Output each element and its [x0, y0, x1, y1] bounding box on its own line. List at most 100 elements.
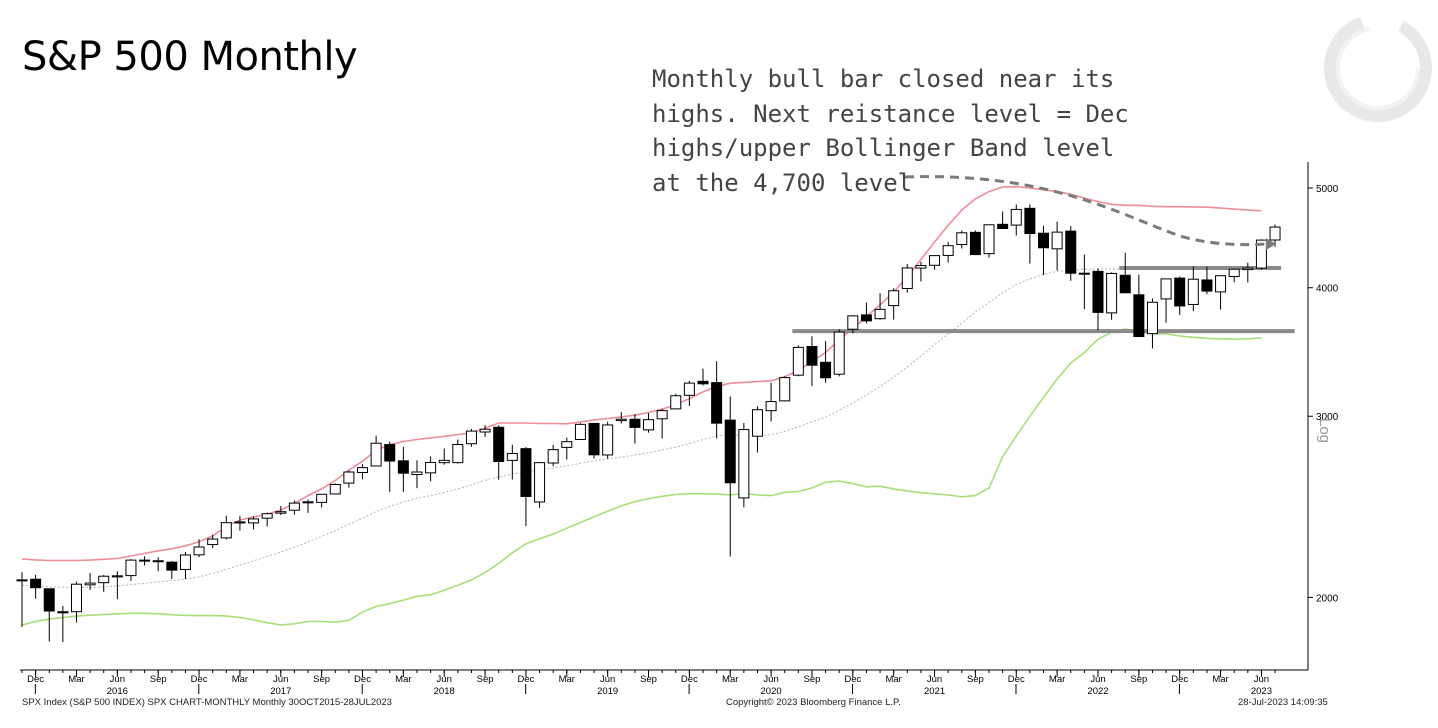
annotation-line: highs. Next reistance level = Dec	[652, 99, 1129, 128]
candle-body	[1078, 272, 1090, 275]
candle-body	[629, 418, 641, 428]
x-tick-label: Dec	[27, 674, 44, 685]
candle-body	[711, 382, 723, 424]
candle-body	[561, 441, 573, 448]
x-tick-label: Dec	[681, 674, 698, 685]
support-lines	[792, 266, 1295, 334]
candle-body	[111, 575, 123, 578]
candle-body	[956, 232, 968, 246]
x-tick-label: Dec	[1171, 674, 1188, 685]
x-tick-label: Sep	[640, 674, 657, 685]
candle-body	[465, 430, 477, 445]
candle-body	[98, 575, 110, 584]
candle-body	[574, 423, 586, 440]
candle-body	[316, 493, 328, 503]
candle-body	[765, 401, 777, 412]
candle-body	[343, 471, 355, 484]
candle-body	[43, 588, 55, 612]
candle-body	[1228, 268, 1240, 277]
x-tick-label: Jun	[600, 674, 615, 685]
candle-body	[1024, 207, 1036, 235]
x-tick-label: Jun	[927, 674, 942, 685]
x-tick-label: Jun	[1254, 674, 1269, 685]
candle-body	[874, 308, 886, 320]
x-tick-label: Mar	[885, 674, 901, 685]
candle-body	[248, 518, 260, 524]
candle-body	[370, 442, 382, 467]
x-tick-label: Sep	[967, 674, 984, 685]
candle-body	[615, 418, 627, 422]
year-label: 2018	[434, 686, 455, 697]
candle-body	[901, 267, 913, 290]
candle-body	[888, 290, 900, 307]
y-tick-label: 3000	[1316, 412, 1339, 423]
x-tick-label: Sep	[1130, 674, 1147, 685]
candle-body	[779, 377, 791, 402]
year-label: 2016	[107, 686, 128, 697]
y-axis-log-label: Log	[1316, 418, 1333, 443]
candle-body	[983, 224, 995, 255]
candle-body	[302, 501, 314, 504]
candle-body	[1242, 267, 1254, 271]
candle-body	[193, 546, 205, 556]
candle-body	[425, 461, 437, 474]
candle-body	[16, 579, 28, 582]
candle-body	[860, 314, 872, 322]
candle-body	[384, 444, 396, 462]
candle-body	[929, 255, 941, 266]
annotation-line: highs/upper Bollinger Band level	[652, 134, 1115, 162]
x-tick-label: Mar	[1049, 674, 1065, 685]
candle-body	[357, 467, 368, 474]
annotation-arrow-head	[1266, 238, 1276, 250]
year-label: 2017	[270, 686, 291, 697]
candle-body	[847, 315, 859, 330]
candle-body	[520, 448, 532, 497]
x-tick-label: Jun	[1090, 674, 1105, 685]
x-tick-label: Jun	[437, 674, 452, 685]
candle-body	[969, 231, 981, 256]
candle-body	[1106, 272, 1118, 314]
candle-body	[30, 578, 42, 589]
candle-body	[915, 265, 927, 269]
brush-circle-logo	[1324, 14, 1432, 122]
candle-body	[57, 611, 69, 614]
candle-body	[602, 424, 614, 456]
footer-copyright: Copyright© 2023 Bloomberg Finance L.P.	[726, 697, 901, 708]
candle-body	[220, 522, 232, 539]
annotation-arrow-line	[904, 175, 1269, 247]
x-tick-label: Sep	[804, 674, 821, 685]
candle-body	[1051, 231, 1063, 250]
year-label: 2023	[1251, 686, 1272, 697]
x-tick-label: Mar	[722, 674, 738, 685]
candle-body	[506, 452, 518, 461]
candle-body	[670, 395, 682, 410]
x-tick-label: Mar	[1212, 674, 1228, 685]
moving-average-line	[21, 266, 1262, 588]
footer-timestamp: 28-Jul-2023 14:09:35	[1238, 697, 1328, 708]
candle-body	[493, 426, 505, 463]
x-tick-label: Mar	[559, 674, 575, 685]
year-label: 2022	[1087, 686, 1108, 697]
x-tick-label: Dec	[517, 674, 534, 685]
x-tick-label: Mar	[232, 674, 248, 685]
candle-body	[547, 449, 559, 464]
candle-body	[139, 559, 151, 562]
x-tick-label: Dec	[844, 674, 861, 685]
year-label: 2021	[924, 686, 945, 697]
candle-body	[792, 346, 804, 376]
candle-body	[1255, 239, 1267, 269]
candle-body	[997, 223, 1009, 230]
candle-body	[1065, 230, 1077, 274]
footer-source: SPX Index (S&P 500 INDEX) SPX CHART-MONT…	[22, 697, 392, 708]
candle-body	[152, 560, 164, 563]
x-tick-label: Jun	[273, 674, 288, 685]
x-tick-label: Jun	[110, 674, 125, 685]
candle-body	[275, 511, 287, 514]
candle-body	[751, 409, 763, 437]
candle-body	[738, 429, 750, 499]
candle-body	[179, 554, 191, 570]
candle-body	[942, 245, 954, 256]
candle-body	[656, 410, 668, 420]
candle-body	[329, 483, 341, 495]
